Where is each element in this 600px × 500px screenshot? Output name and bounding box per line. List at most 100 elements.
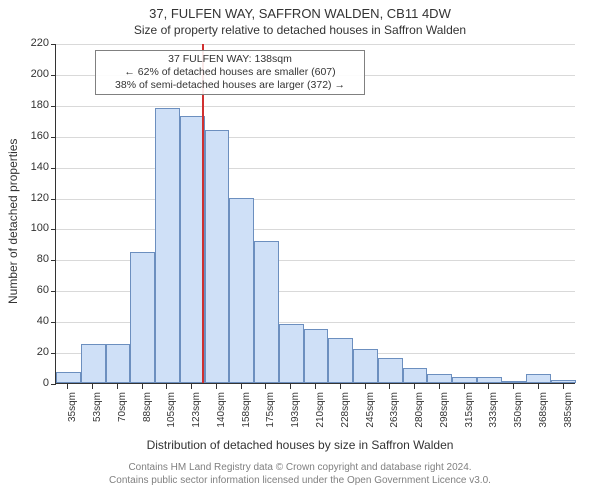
xtick-label: 175sqm — [265, 392, 276, 442]
ytick-mark — [51, 137, 56, 138]
bar — [229, 198, 254, 383]
xtick-label: 193sqm — [290, 392, 301, 442]
chart-container: 37, FULFEN WAY, SAFFRON WALDEN, CB11 4DW… — [0, 0, 600, 500]
bar — [502, 381, 527, 383]
xtick-mark — [241, 384, 242, 389]
ytick-mark — [51, 291, 56, 292]
ytick-mark — [51, 75, 56, 76]
bar — [526, 374, 551, 383]
ytick-label: 160 — [25, 130, 49, 142]
xtick-label: 105sqm — [166, 392, 177, 442]
bar — [130, 252, 155, 383]
bar — [304, 329, 329, 383]
xtick-mark — [117, 384, 118, 389]
xtick-mark — [538, 384, 539, 389]
ytick-mark — [51, 168, 56, 169]
gridline — [56, 168, 575, 169]
annot-line3: 38% of semi-detached houses are larger (… — [100, 79, 360, 92]
ytick-label: 200 — [25, 68, 49, 80]
xtick-mark — [265, 384, 266, 389]
bar — [254, 241, 279, 383]
xtick-mark — [67, 384, 68, 389]
ytick-label: 140 — [25, 161, 49, 173]
ytick-mark — [51, 106, 56, 107]
ytick-mark — [51, 353, 56, 354]
annot-line2: ← 62% of detached houses are smaller (60… — [100, 66, 360, 79]
xtick-label: 245sqm — [365, 392, 376, 442]
ytick-label: 60 — [25, 284, 49, 296]
ytick-label: 120 — [25, 192, 49, 204]
ytick-label: 40 — [25, 315, 49, 327]
xtick-label: 123sqm — [191, 392, 202, 442]
xtick-label: 350sqm — [513, 392, 524, 442]
bar — [452, 377, 477, 383]
ytick-label: 180 — [25, 99, 49, 111]
xtick-mark — [166, 384, 167, 389]
bar — [106, 344, 131, 383]
bar — [551, 380, 576, 383]
bar — [155, 108, 180, 383]
xtick-label: 53sqm — [92, 392, 103, 442]
xtick-mark — [142, 384, 143, 389]
y-axis-label: Number of detached properties — [6, 139, 20, 304]
xtick-label: 140sqm — [216, 392, 227, 442]
xtick-label: 88sqm — [142, 392, 153, 442]
xtick-mark — [513, 384, 514, 389]
xtick-mark — [92, 384, 93, 389]
ytick-mark — [51, 229, 56, 230]
xtick-label: 368sqm — [538, 392, 549, 442]
ytick-mark — [51, 44, 56, 45]
ytick-label: 80 — [25, 253, 49, 265]
xtick-mark — [439, 384, 440, 389]
xtick-mark — [191, 384, 192, 389]
xtick-label: 35sqm — [67, 392, 78, 442]
gridline — [56, 44, 575, 45]
xtick-mark — [488, 384, 489, 389]
xtick-mark — [414, 384, 415, 389]
xtick-label: 385sqm — [563, 392, 574, 442]
ytick-label: 100 — [25, 222, 49, 234]
xtick-label: 70sqm — [117, 392, 128, 442]
xtick-label: 315sqm — [464, 392, 475, 442]
bar — [205, 130, 230, 383]
xtick-label: 263sqm — [389, 392, 400, 442]
xtick-label: 210sqm — [315, 392, 326, 442]
footer-line1: Contains HM Land Registry data © Crown c… — [0, 462, 600, 475]
bar — [427, 374, 452, 383]
xtick-mark — [216, 384, 217, 389]
xtick-mark — [563, 384, 564, 389]
xtick-label: 298sqm — [439, 392, 450, 442]
bar — [180, 116, 205, 383]
xtick-label: 228sqm — [340, 392, 351, 442]
ytick-mark — [51, 199, 56, 200]
bar — [403, 368, 428, 383]
ytick-label: 0 — [25, 377, 49, 389]
ytick-label: 20 — [25, 346, 49, 358]
bar — [353, 349, 378, 383]
bar — [56, 372, 81, 383]
chart-subtitle: Size of property relative to detached ho… — [0, 23, 600, 37]
ytick-label: 220 — [25, 37, 49, 49]
xtick-mark — [315, 384, 316, 389]
bar — [477, 377, 502, 383]
bar — [378, 358, 403, 383]
gridline — [56, 199, 575, 200]
gridline — [56, 137, 575, 138]
xtick-label: 158sqm — [241, 392, 252, 442]
ytick-mark — [51, 384, 56, 385]
footer-line2: Contains public sector information licen… — [0, 475, 600, 488]
bar — [328, 338, 353, 383]
gridline — [56, 106, 575, 107]
ytick-mark — [51, 322, 56, 323]
bar — [279, 324, 304, 383]
footer-text: Contains HM Land Registry data © Crown c… — [0, 462, 600, 487]
annotation-box: 37 FULFEN WAY: 138sqm ← 62% of detached … — [95, 50, 365, 95]
ytick-mark — [51, 260, 56, 261]
xtick-mark — [340, 384, 341, 389]
bar — [81, 344, 106, 383]
xtick-mark — [365, 384, 366, 389]
annot-line1: 37 FULFEN WAY: 138sqm — [100, 53, 360, 66]
chart-title: 37, FULFEN WAY, SAFFRON WALDEN, CB11 4DW — [0, 6, 600, 21]
xtick-mark — [290, 384, 291, 389]
xtick-mark — [464, 384, 465, 389]
